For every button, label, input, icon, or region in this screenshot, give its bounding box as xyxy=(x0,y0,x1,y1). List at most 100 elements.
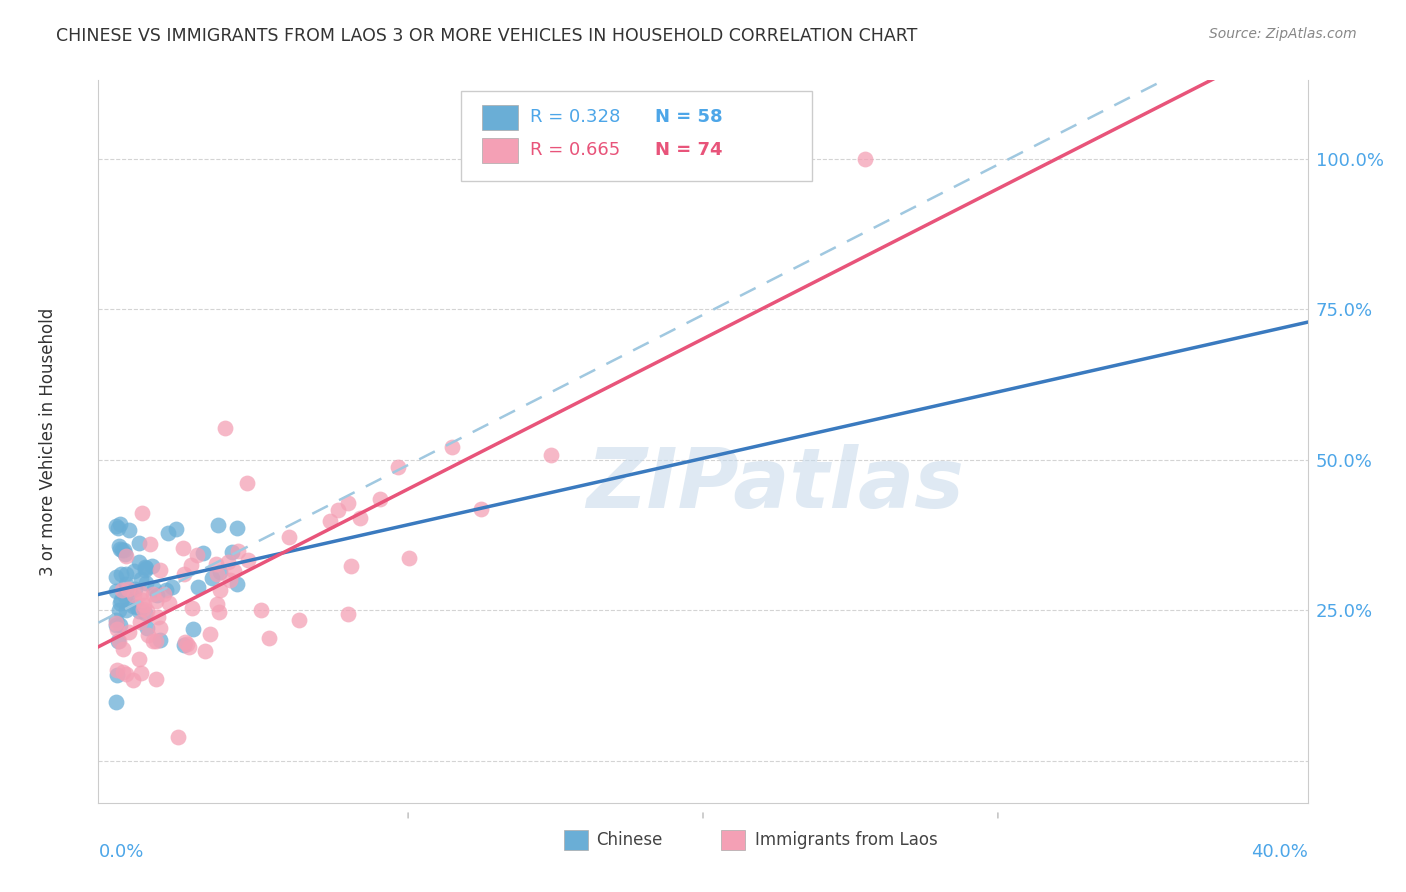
Point xyxy=(217,555,239,569)
Point xyxy=(132,598,155,612)
Point xyxy=(108,517,131,532)
Text: Source: ZipAtlas.com: Source: ZipAtlas.com xyxy=(1209,27,1357,41)
Point xyxy=(146,610,169,624)
Point xyxy=(122,673,145,687)
Point xyxy=(250,603,273,617)
Point xyxy=(110,567,132,582)
Point xyxy=(201,571,224,585)
Point xyxy=(221,545,243,559)
Point xyxy=(176,637,198,651)
Point xyxy=(105,615,128,630)
Point xyxy=(124,582,146,596)
Point xyxy=(149,621,172,635)
Point xyxy=(134,606,156,620)
Point xyxy=(152,587,174,601)
Point xyxy=(129,573,152,587)
Point xyxy=(155,582,177,597)
Point xyxy=(128,615,150,629)
Point xyxy=(105,583,128,598)
Text: 40.0%: 40.0% xyxy=(1251,843,1308,861)
Point xyxy=(440,441,463,455)
Point xyxy=(167,730,190,744)
Point xyxy=(135,561,157,575)
Point xyxy=(115,567,138,582)
Point xyxy=(114,589,136,603)
Point xyxy=(118,523,141,537)
Point xyxy=(853,152,876,166)
Point xyxy=(131,585,153,599)
Point xyxy=(132,602,155,616)
Point xyxy=(214,421,236,435)
Point xyxy=(115,603,138,617)
Point xyxy=(110,543,132,558)
Point xyxy=(136,628,159,642)
Point xyxy=(145,594,167,608)
Point xyxy=(131,593,153,607)
Point xyxy=(143,582,166,596)
Point xyxy=(186,548,208,562)
Bar xyxy=(721,830,745,850)
Point xyxy=(173,638,195,652)
Point xyxy=(200,627,222,641)
Point xyxy=(540,448,562,462)
Point xyxy=(172,541,194,555)
Point xyxy=(108,602,131,616)
Point xyxy=(115,549,138,563)
Point xyxy=(108,539,131,553)
Point xyxy=(107,521,129,535)
Point xyxy=(236,475,259,490)
Point xyxy=(387,459,409,474)
Point xyxy=(107,633,129,648)
Text: N = 74: N = 74 xyxy=(655,141,723,160)
Point xyxy=(131,506,153,520)
Point xyxy=(118,585,141,599)
Point xyxy=(145,672,167,686)
Point xyxy=(141,559,163,574)
Point xyxy=(208,606,231,620)
Point xyxy=(110,541,132,556)
Text: R = 0.665: R = 0.665 xyxy=(530,141,620,160)
Bar xyxy=(482,105,517,130)
Point xyxy=(118,625,141,640)
Point xyxy=(134,560,156,574)
Point xyxy=(110,596,132,610)
Point xyxy=(177,640,200,655)
Point xyxy=(105,695,128,709)
Point xyxy=(470,502,492,516)
Point xyxy=(319,514,342,528)
Point xyxy=(114,667,136,681)
Point xyxy=(105,663,128,677)
Point xyxy=(105,618,128,632)
Text: CHINESE VS IMMIGRANTS FROM LAOS 3 OR MORE VEHICLES IN HOUSEHOLD CORRELATION CHAR: CHINESE VS IMMIGRANTS FROM LAOS 3 OR MOR… xyxy=(56,27,918,45)
Point xyxy=(139,537,162,551)
Point xyxy=(110,592,132,607)
Point xyxy=(209,582,232,597)
Point xyxy=(111,665,134,679)
Point xyxy=(107,622,129,636)
Point xyxy=(115,577,138,591)
Bar xyxy=(564,830,588,850)
Point xyxy=(135,576,157,591)
Point xyxy=(181,623,204,637)
Point xyxy=(194,644,217,658)
Point xyxy=(105,613,128,627)
Point xyxy=(187,580,209,594)
Point xyxy=(135,604,157,618)
Point xyxy=(368,491,391,506)
Point xyxy=(145,634,167,648)
Point xyxy=(134,563,156,577)
Point xyxy=(208,565,231,579)
Text: N = 58: N = 58 xyxy=(655,108,723,126)
Point xyxy=(114,547,136,561)
Point xyxy=(128,536,150,550)
Bar xyxy=(482,138,517,163)
Point xyxy=(226,521,249,535)
Point xyxy=(193,546,215,560)
Point xyxy=(205,597,228,611)
Point xyxy=(112,642,135,657)
Point xyxy=(105,570,128,584)
Point xyxy=(128,651,150,665)
Point xyxy=(173,566,195,581)
Point xyxy=(105,667,128,681)
Point xyxy=(340,558,363,573)
